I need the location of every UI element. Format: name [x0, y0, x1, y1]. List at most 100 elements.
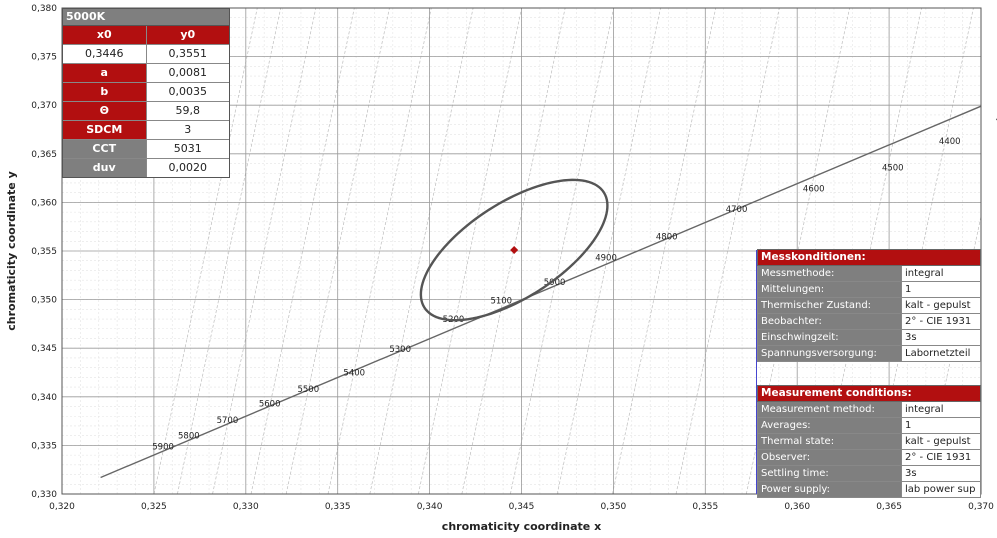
cct-label: 5600 — [259, 400, 281, 410]
cct-label: 4400 — [939, 137, 961, 147]
isotherm-line — [177, 7, 282, 495]
isotherm-line — [461, 7, 566, 495]
y0-value: 0,3551 — [146, 45, 229, 63]
cct-label: 4700 — [726, 205, 748, 215]
isotherm-line — [285, 7, 390, 495]
conditions-row: Spannungsversorgung: Labornetzteil — [757, 346, 981, 362]
cct-label: 5400 — [343, 368, 365, 378]
condition-key: Messmethode: — [758, 266, 902, 281]
isotherm-line — [212, 7, 317, 495]
conditions-table-en: Measurement conditions: Measurement meth… — [757, 385, 981, 498]
param-label: Θ — [63, 102, 147, 120]
center-point — [510, 246, 519, 255]
condition-key: Observer: — [758, 450, 902, 465]
y-tick-label: 0,380 — [31, 4, 57, 14]
y-tick-label: 0,360 — [31, 198, 57, 208]
x-tick-label: 0,325 — [141, 502, 167, 512]
plot-frame — [61, 7, 982, 495]
condition-value: 2° - CIE 1931 — [902, 314, 980, 329]
cct-label: 4500 — [882, 163, 904, 173]
condition-key: Beobachter: — [758, 314, 902, 329]
planckian-locus: 5900580057005600550054005300520051005000… — [100, 105, 997, 479]
conditions-row: Mittelungen: 1 — [757, 282, 981, 298]
cct-label: 4800 — [656, 232, 678, 242]
conditions-de-title: Messkonditionen: — [757, 249, 981, 266]
cct-label: 4300 — [996, 115, 997, 125]
macadam-ellipse-group — [419, 178, 609, 322]
cct-label: 5100 — [490, 296, 512, 306]
x-tick-label: 0,365 — [876, 502, 902, 512]
conditions-row: Thermischer Zustand: kalt - gepulst — [757, 298, 981, 314]
param-value: 5031 — [146, 140, 229, 158]
condition-key: Power supply: — [758, 482, 902, 497]
x-tick-label: 0,335 — [325, 502, 351, 512]
isotherm-line — [675, 7, 780, 495]
param-value: 0,0035 — [146, 83, 229, 101]
conditions-row: Thermal state: kalt - gepulst — [757, 434, 981, 450]
param-center-row: 0,3446 0,3551 — [63, 45, 229, 64]
x-tick-label: 0,330 — [233, 502, 259, 512]
condition-key: Einschwingzeit: — [758, 330, 902, 345]
cct-label: 4900 — [595, 254, 617, 264]
isotherm-line — [369, 7, 474, 495]
condition-value: kalt - gepulst — [902, 434, 980, 449]
param-label: duv — [63, 159, 147, 177]
param-value: 3 — [146, 121, 229, 139]
param-label: CCT — [63, 140, 147, 158]
cct-label: 5900 — [152, 442, 174, 452]
y-tick-label: 0,345 — [31, 344, 57, 354]
conditions-row: Measurement method: integral — [757, 402, 981, 418]
condition-value: Labornetzteil — [902, 346, 980, 361]
isotherm-line — [418, 7, 522, 495]
param-row-b: b 0,0035 — [63, 83, 229, 102]
isotherm-line — [510, 7, 615, 495]
isotherm-line — [250, 7, 355, 495]
isotherm-line — [327, 7, 432, 495]
isotherm-line — [612, 7, 717, 495]
param-table-title: 5000K — [63, 9, 229, 26]
x0-header: x0 — [63, 26, 147, 44]
x-axis-title: chromaticity coordinate x — [442, 520, 601, 533]
isotherm-line — [153, 7, 258, 495]
param-row-theta: Θ 59,8 — [63, 102, 229, 121]
cct-label: 4600 — [803, 185, 825, 195]
param-label: SDCM — [63, 121, 147, 139]
x-tick-label: 0,350 — [601, 502, 627, 512]
conditions-row: Beobachter: 2° - CIE 1931 — [757, 314, 981, 330]
y-tick-label: 0,335 — [31, 441, 57, 451]
y-axis-ticks: 0,330 0,335 0,340 0,345 0,350 0,355 0,360 0,365… — [31, 4, 57, 500]
x-tick-label: 0,360 — [784, 502, 810, 512]
y-axis-title: chromaticity coordinate y — [5, 171, 18, 330]
x-tick-label: 0,340 — [417, 502, 443, 512]
param-value: 0,0020 — [146, 159, 229, 177]
conditions-row: Messmethode: integral — [757, 266, 981, 282]
planckian-locus-line — [100, 105, 982, 479]
macadam-ellipse — [419, 178, 609, 322]
condition-key: Thermal state: — [758, 434, 902, 449]
x0-value: 0,3446 — [63, 45, 147, 63]
param-row-duv: duv 0,0020 — [63, 159, 229, 177]
cct-label: 5700 — [217, 416, 239, 426]
y0-header: y0 — [146, 26, 229, 44]
condition-value: integral — [902, 402, 980, 417]
param-row-cct: CCT 5031 — [63, 140, 229, 159]
conditions-row: Settling time: 3s — [757, 466, 981, 482]
condition-key: Settling time: — [758, 466, 902, 481]
condition-value: 1 — [902, 282, 980, 297]
conditions-row: Averages: 1 — [757, 418, 981, 434]
condition-value: integral — [902, 266, 980, 281]
ellipse-parameter-table: 5000K x0 y0 0,3446 0,3551 a 0,0081 b 0,0… — [62, 8, 230, 178]
condition-value: lab power sup — [902, 482, 980, 497]
conditions-row: Einschwingzeit: 3s — [757, 330, 981, 346]
y-tick-label: 0,375 — [31, 53, 57, 63]
conditions-en-title: Measurement conditions: — [757, 385, 981, 402]
cct-label: 5800 — [178, 432, 200, 442]
x-tick-label: 0,355 — [692, 502, 718, 512]
param-label: b — [63, 83, 147, 101]
y-tick-label: 0,330 — [31, 490, 57, 500]
condition-key: Averages: — [758, 418, 902, 433]
param-row-sdcm: SDCM 3 — [63, 121, 229, 140]
conditions-row: Power supply: lab power sup — [757, 482, 981, 498]
param-header-row: x0 y0 — [63, 26, 229, 45]
y-tick-label: 0,355 — [31, 247, 57, 257]
